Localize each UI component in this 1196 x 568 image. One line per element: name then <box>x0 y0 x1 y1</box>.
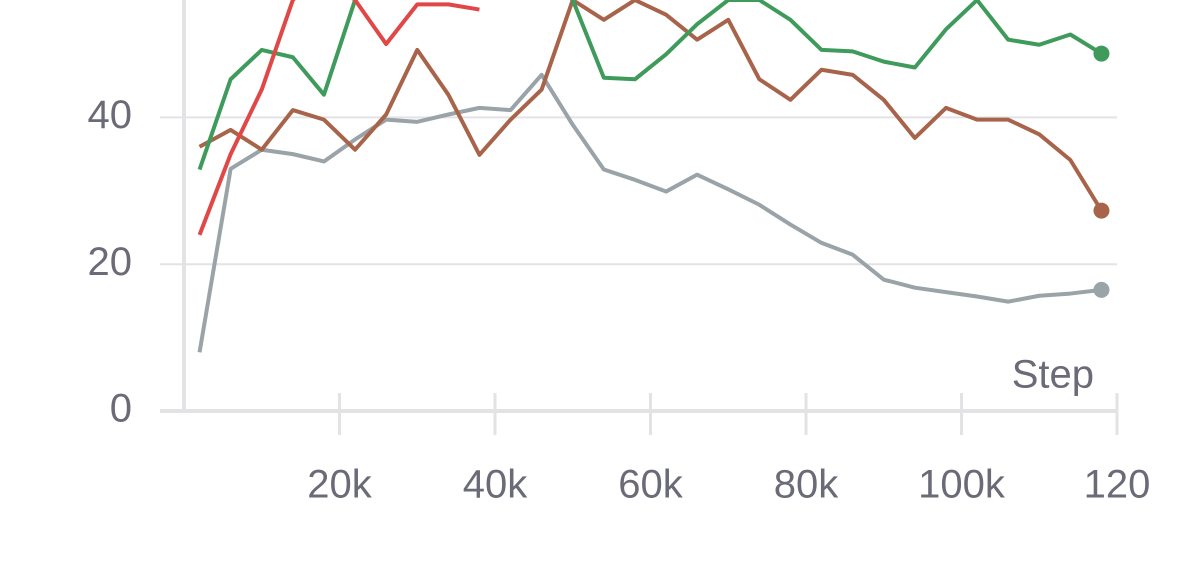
x-tick-label: 100k <box>918 463 1006 507</box>
end-marker <box>1093 281 1110 298</box>
y-tick-label: 20 <box>88 240 133 284</box>
x-tick-label: 80k <box>774 463 839 507</box>
y-tick-label: 40 <box>88 93 133 137</box>
x-tick-label: 20k <box>307 463 372 507</box>
x-tick-label: 120 <box>1084 463 1151 507</box>
line-series <box>197 0 480 236</box>
line-series <box>197 0 1103 171</box>
plot-area <box>197 0 1110 353</box>
end-marker <box>1093 202 1110 219</box>
end-marker <box>1093 45 1110 62</box>
x-tick-label: 40k <box>463 463 528 507</box>
y-tick-label: 0 <box>110 387 132 431</box>
line-series <box>198 0 1104 212</box>
x-tick-label: 60k <box>618 463 683 507</box>
x-axis-label: Step <box>1012 353 1094 397</box>
